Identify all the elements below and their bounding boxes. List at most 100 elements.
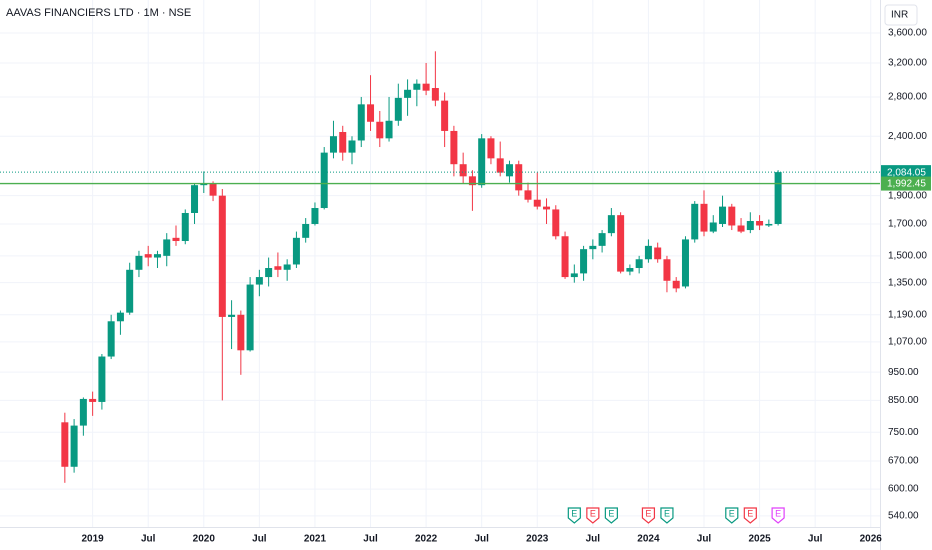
candle-body [552, 209, 560, 237]
event-label: E [645, 508, 651, 518]
event-marker[interactable]: E [604, 507, 618, 524]
y-tick-label: 1,900.00 [888, 190, 927, 201]
y-tick-label: 1,500.00 [888, 250, 927, 261]
event-marker[interactable]: E [771, 507, 785, 524]
candle-body [153, 254, 161, 258]
candle-body [487, 138, 495, 159]
candle-body [209, 183, 217, 196]
event-marker[interactable]: E [725, 507, 739, 524]
candle-body [524, 190, 532, 200]
axes: 540.00 600.00 670.00 750.00 850.00 950.00 1,07… [82, 28, 928, 545]
price-label-box [881, 176, 931, 191]
candle-body [515, 164, 523, 191]
y-tick-label: 1,350.00 [888, 277, 927, 288]
currency-box[interactable] [884, 4, 918, 26]
candle-body [468, 176, 476, 186]
candle-body [728, 206, 736, 226]
x-tick-label: Jul [474, 534, 489, 545]
x-tick-label: 2019 [82, 534, 105, 545]
y-tick-label: 3,200.00 [888, 58, 927, 69]
price-label: 2,084.05 [887, 167, 926, 178]
candle-body [589, 245, 597, 250]
candle-body [135, 255, 143, 270]
event-label: E [571, 508, 577, 518]
candle-body [719, 206, 727, 224]
candle-body [404, 89, 412, 98]
candle-body [459, 164, 467, 177]
candle-body [422, 83, 430, 91]
plot [61, 51, 782, 483]
candle-body [246, 284, 254, 351]
candle-body [663, 259, 671, 281]
candle-body [598, 233, 606, 246]
candle-body [505, 164, 513, 177]
event-marker[interactable]: E [660, 507, 674, 524]
y-tick-label: 540.00 [888, 511, 919, 522]
y-tick-label: 850.00 [888, 395, 919, 406]
candle-body [607, 215, 615, 234]
candle-body [756, 221, 764, 226]
candle-body [580, 249, 588, 274]
candle-body [265, 268, 273, 278]
event-marker[interactable]: E [743, 507, 757, 524]
event-label: E [664, 508, 670, 518]
candle-body [394, 97, 402, 121]
candle-body [302, 223, 310, 238]
event-badge [604, 507, 618, 524]
candle-body [172, 237, 180, 242]
candle-body [672, 280, 680, 289]
event-marker[interactable]: E [641, 507, 656, 524]
candle-body [292, 237, 300, 265]
event-badge [567, 507, 581, 524]
x-tick-label: Jul [586, 534, 601, 545]
candle-body [774, 172, 782, 224]
candle-body [709, 222, 717, 232]
candle-body [478, 138, 486, 186]
x-tick-label: Jul [141, 534, 156, 545]
event-label: E [747, 508, 753, 518]
x-tick-label: Jul [697, 534, 712, 545]
y-tick-label: 750.00 [888, 427, 919, 438]
event-marker[interactable]: E [586, 507, 600, 524]
y-tick-label: 600.00 [888, 484, 919, 495]
candle-body [654, 247, 662, 260]
x-tick-label: Jul [363, 534, 378, 545]
event-badge [641, 507, 656, 524]
candle-body [357, 104, 365, 141]
candle-body [746, 221, 754, 231]
candle-body [116, 312, 124, 322]
candle-body [237, 314, 245, 351]
x-tick-label: Jul [252, 534, 267, 545]
y-tick-label: 1,070.00 [888, 336, 927, 347]
candle-body [681, 239, 689, 287]
candle-body [163, 239, 171, 256]
candle-body [228, 314, 236, 317]
candle-body [218, 195, 226, 317]
candle-body [441, 100, 449, 131]
price-label-box [881, 165, 931, 180]
candle-body [70, 425, 78, 467]
event-badge [743, 507, 757, 524]
y-tick-label: 670.00 [888, 456, 919, 467]
x-tick-label: 2024 [637, 534, 660, 545]
candle-body [181, 212, 189, 242]
overlay: 2,084.051,992.45 E E E E E E E E [0, 165, 931, 524]
event-badge [586, 507, 600, 524]
candle-body [431, 88, 439, 101]
price-label: 1,992.45 [887, 179, 926, 190]
candle-body [367, 104, 375, 122]
candle-body [320, 152, 328, 209]
candle-body [329, 136, 337, 153]
candle-body [635, 259, 643, 269]
candle-body [79, 398, 87, 426]
candle-body [691, 203, 699, 240]
candle-body [450, 130, 458, 165]
candle-body [413, 83, 421, 90]
candle-body [144, 254, 152, 258]
event-label: E [775, 508, 781, 518]
event-marker[interactable]: E [567, 507, 581, 524]
y-tick-label: 2,400.00 [888, 131, 927, 142]
